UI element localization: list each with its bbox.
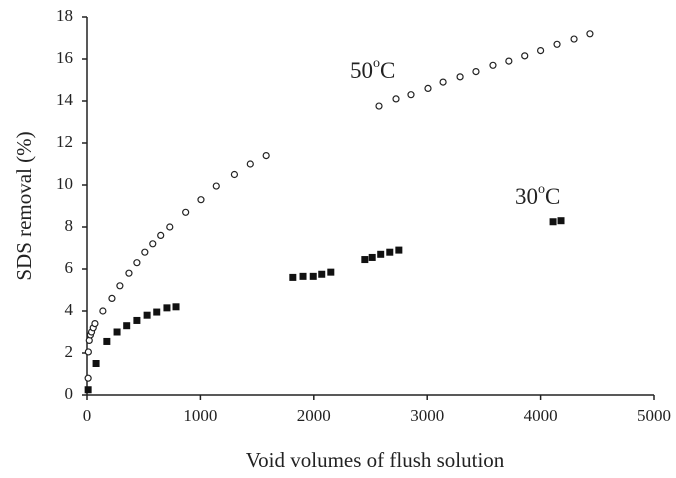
y-tick-label: 18	[56, 6, 73, 25]
point	[197, 196, 205, 204]
point	[141, 248, 149, 256]
point	[108, 294, 116, 302]
x-tick-label: 0	[83, 406, 92, 425]
y-tick-label: 4	[65, 300, 74, 319]
point	[246, 160, 254, 168]
point	[163, 304, 171, 312]
y-tick-label: 2	[65, 342, 74, 361]
y-tick-label: 10	[56, 174, 73, 193]
x-tick-label: 2000	[297, 406, 331, 425]
annotation: 30oC	[515, 182, 560, 209]
point	[549, 218, 557, 226]
point	[557, 217, 565, 225]
point	[586, 30, 594, 38]
point	[153, 308, 161, 316]
point	[84, 348, 92, 356]
point	[318, 270, 326, 278]
point	[368, 253, 376, 261]
point	[289, 273, 297, 281]
point	[407, 91, 415, 99]
y-tick-label: 0	[65, 384, 74, 403]
y-tick-label: 14	[56, 90, 74, 109]
point	[84, 386, 92, 394]
x-tick-label: 4000	[524, 406, 558, 425]
point	[166, 223, 174, 231]
point	[133, 259, 141, 267]
point	[92, 360, 100, 367]
point	[149, 240, 157, 248]
point	[91, 320, 99, 328]
point	[536, 46, 545, 55]
point	[386, 248, 394, 256]
point	[230, 170, 239, 179]
annotation-superscript: o	[373, 56, 380, 71]
point	[361, 256, 369, 264]
point	[472, 67, 480, 76]
point	[489, 61, 497, 69]
point	[505, 57, 513, 65]
point	[456, 73, 464, 81]
point	[439, 78, 447, 86]
point	[99, 307, 107, 315]
point	[262, 152, 270, 160]
point	[521, 52, 529, 60]
point	[125, 269, 133, 277]
y-tick-label: 6	[65, 258, 74, 277]
annotation-unit: C	[380, 58, 395, 83]
annotation-number: 50	[350, 58, 373, 83]
point	[113, 328, 121, 336]
y-tick-label: 12	[56, 132, 73, 151]
x-tick-label: 1000	[183, 406, 217, 425]
point	[424, 84, 432, 93]
point	[327, 268, 335, 276]
point	[299, 272, 307, 280]
annotation: 50oC	[350, 56, 395, 83]
y-tick-label: 8	[65, 216, 74, 235]
y-tick-label: 16	[56, 48, 73, 67]
point	[375, 102, 383, 110]
x-tick-label: 3000	[410, 406, 444, 425]
point	[553, 40, 561, 48]
annotation-superscript: o	[538, 182, 545, 197]
point	[123, 322, 131, 330]
x-tick-label: 5000	[637, 406, 671, 425]
y-axis-title: SDS removal (%)	[12, 131, 36, 280]
point	[143, 311, 151, 319]
point	[133, 316, 141, 324]
point	[570, 35, 578, 43]
point	[172, 303, 180, 311]
annotation-number: 30	[515, 184, 538, 209]
point	[103, 337, 111, 345]
point	[157, 231, 165, 239]
annotation-unit: C	[545, 184, 560, 209]
x-axis-title: Void volumes of flush solution	[246, 448, 505, 472]
point	[377, 250, 385, 258]
point	[309, 272, 317, 280]
point	[116, 282, 124, 290]
point	[182, 208, 190, 216]
point	[84, 374, 92, 382]
point	[392, 95, 400, 103]
point	[212, 182, 220, 190]
point	[395, 246, 403, 254]
